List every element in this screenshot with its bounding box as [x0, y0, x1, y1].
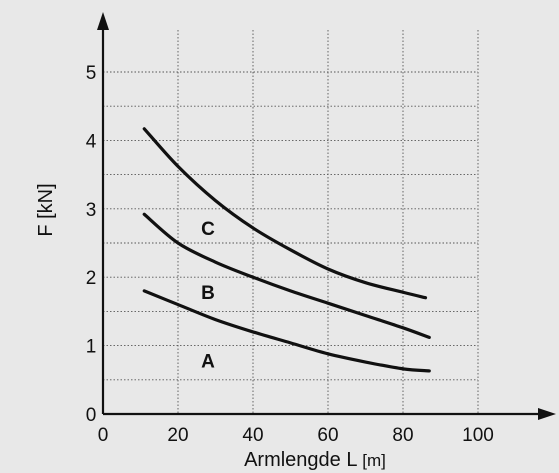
series-lines — [142, 127, 431, 373]
x-axis-label: Armlengde L [m] — [244, 449, 386, 471]
y-tick-label: 4 — [86, 131, 97, 152]
y-axis-label: F [kN] — [35, 183, 57, 236]
series-label-c: C — [201, 219, 215, 240]
series-line-b — [142, 212, 431, 339]
y-tick-label: 0 — [86, 405, 97, 426]
series-label-a: A — [201, 351, 215, 372]
y-tick-label: 1 — [86, 337, 97, 358]
series-line-a — [142, 289, 431, 373]
x-tick-label: 60 — [317, 425, 338, 446]
series-line-c — [142, 127, 428, 300]
x-tick-label: 80 — [392, 425, 413, 446]
axes — [97, 12, 556, 420]
series-labels: A B C — [201, 219, 215, 373]
y-tick-label: 3 — [86, 200, 97, 221]
x-tick-label: 0 — [98, 425, 109, 446]
tick-labels: 0 20 40 60 80 100 0 1 2 3 4 5 — [86, 63, 494, 446]
y-tick-label: 5 — [86, 63, 97, 84]
x-tick-label: 20 — [167, 425, 188, 446]
y-tick-label: 2 — [86, 268, 97, 289]
y-axis-arrow — [97, 12, 109, 30]
x-axis-unit: [m] — [362, 451, 386, 470]
x-axis-label-text: Armlengde L — [244, 449, 357, 471]
grid — [103, 30, 479, 414]
x-tick-label: 40 — [242, 425, 263, 446]
x-axis-arrow — [538, 408, 556, 420]
x-tick-label: 100 — [462, 425, 494, 446]
series-label-b: B — [201, 283, 215, 304]
